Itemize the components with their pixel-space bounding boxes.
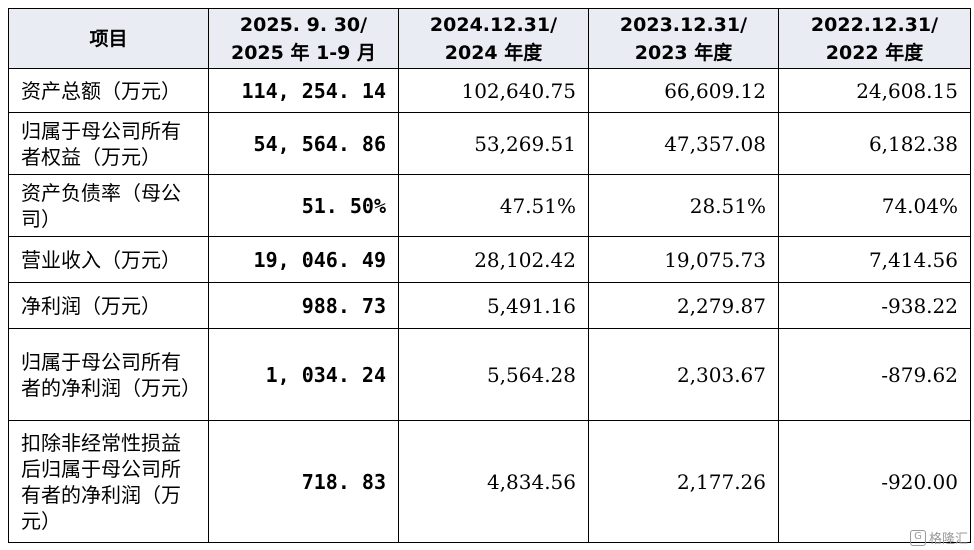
- table-row: 资产总额（万元） 114, 254. 14 102,640.75 66,609.…: [8, 68, 971, 113]
- table-row: 归属于母公司所有者的净利润（万元） 1, 034. 24 5,564.28 2,…: [8, 328, 971, 421]
- watermark: G 格隆汇: [909, 528, 968, 547]
- cell-2022: -938.22: [778, 282, 971, 329]
- cell-2023: 47,357.08: [588, 112, 779, 175]
- cell-2022: 6,182.38: [778, 112, 971, 175]
- row-label: 扣除非经常性损益后归属于母公司所有者的净利润（万元）: [8, 420, 209, 543]
- table-row: 净利润（万元） 988. 73 5,491.16 2,279.87 -938.2…: [8, 282, 971, 329]
- header-2022: 2022.12.31/ 2022 年度: [778, 8, 971, 69]
- financial-table: 项目 2025. 9. 30/ 2025 年 1-9 月 2024.12.31/…: [8, 8, 971, 543]
- cell-2025: 718. 83: [208, 420, 399, 543]
- cell-2024: 47.51%: [398, 174, 589, 237]
- header-2023: 2023.12.31/ 2023 年度: [588, 8, 779, 69]
- cell-2024: 28,102.42: [398, 236, 589, 283]
- cell-2023: 19,075.73: [588, 236, 779, 283]
- cell-2025: 19, 046. 49: [208, 236, 399, 283]
- cell-2025: 1, 034. 24: [208, 328, 399, 421]
- cell-2022: 74.04%: [778, 174, 971, 237]
- header-item: 项目: [8, 8, 209, 69]
- cell-2022: -920.00: [778, 420, 971, 543]
- cell-2024: 53,269.51: [398, 112, 589, 175]
- cell-2024: 5,491.16: [398, 282, 589, 329]
- cell-2025: 114, 254. 14: [208, 68, 399, 113]
- cell-2024: 102,640.75: [398, 68, 589, 113]
- watermark-text: 格隆汇: [928, 532, 968, 547]
- gelonghui-logo-icon: G: [909, 529, 926, 546]
- row-label: 净利润（万元）: [8, 282, 209, 329]
- cell-2023: 2,279.87: [588, 282, 779, 329]
- row-label: 营业收入（万元）: [8, 236, 209, 283]
- cell-2023: 66,609.12: [588, 68, 779, 113]
- row-label: 资产负债率（母公司）: [8, 174, 209, 237]
- header-2024: 2024.12.31/ 2024 年度: [398, 8, 589, 69]
- table-row: 资产负债率（母公司） 51. 50% 47.51% 28.51% 74.04%: [8, 174, 971, 237]
- cell-2024: 4,834.56: [398, 420, 589, 543]
- row-label: 归属于母公司所有者权益（万元）: [8, 112, 209, 175]
- cell-2022: 24,608.15: [778, 68, 971, 113]
- row-label: 资产总额（万元）: [8, 68, 209, 113]
- cell-2023: 2,303.67: [588, 328, 779, 421]
- cell-2022: 7,414.56: [778, 236, 971, 283]
- table-row: 归属于母公司所有者权益（万元） 54, 564. 86 53,269.51 47…: [8, 112, 971, 175]
- table-row: 营业收入（万元） 19, 046. 49 28,102.42 19,075.73…: [8, 236, 971, 283]
- cell-2022: -879.62: [778, 328, 971, 421]
- cell-2025: 988. 73: [208, 282, 399, 329]
- table-row: 扣除非经常性损益后归属于母公司所有者的净利润（万元） 718. 83 4,834…: [8, 420, 971, 543]
- cell-2023: 28.51%: [588, 174, 779, 237]
- header-row: 项目 2025. 9. 30/ 2025 年 1-9 月 2024.12.31/…: [8, 8, 971, 69]
- row-label: 归属于母公司所有者的净利润（万元）: [8, 328, 209, 421]
- cell-2023: 2,177.26: [588, 420, 779, 543]
- cell-2025: 54, 564. 86: [208, 112, 399, 175]
- header-2025: 2025. 9. 30/ 2025 年 1-9 月: [208, 8, 399, 69]
- cell-2025: 51. 50%: [208, 174, 399, 237]
- cell-2024: 5,564.28: [398, 328, 589, 421]
